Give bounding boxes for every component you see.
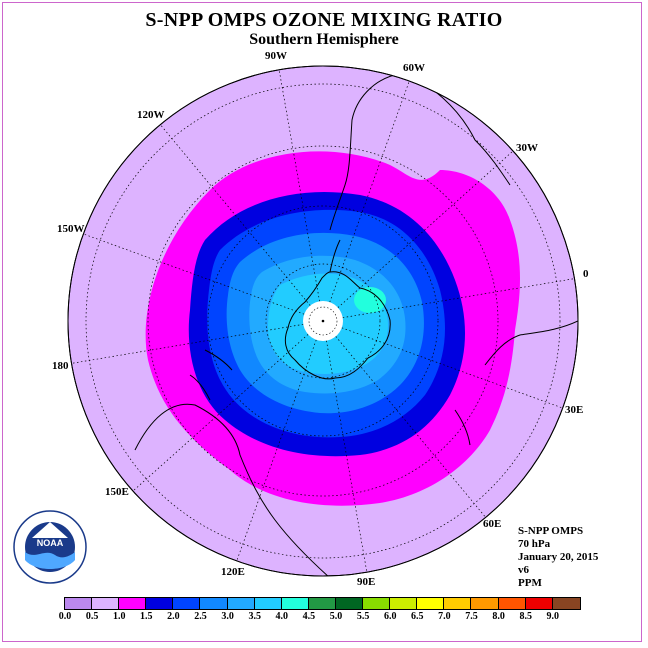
lon-label-180: 180 — [52, 360, 69, 372]
pole-marker — [321, 319, 325, 323]
legend-swatch — [119, 598, 147, 609]
info-version: v6 — [518, 564, 529, 576]
legend-tick-label: 1.0 — [112, 611, 126, 622]
legend-swatch — [281, 598, 309, 609]
lon-label-30e: 30E — [565, 404, 584, 416]
color-legend-bar — [64, 597, 581, 610]
lon-label-60w: 60W — [403, 62, 425, 74]
antarctica-coastline — [284, 271, 391, 380]
lon-label-90e: 90E — [357, 576, 376, 588]
lon-label-120w: 120W — [137, 109, 165, 121]
info-units: PPM — [518, 577, 542, 589]
lon-label-0: 0 — [583, 268, 589, 280]
madagascar-coastline — [454, 409, 471, 446]
contour-band-4.0 — [354, 287, 386, 313]
lon-label-30w: 30W — [516, 142, 538, 154]
legend-swatch — [363, 598, 391, 609]
legend-swatch — [173, 598, 201, 609]
legend-tick-label: 8.0 — [492, 611, 505, 622]
legend-swatch — [308, 598, 336, 609]
legend-tick-label: 7.5 — [465, 611, 478, 622]
antarctic-peninsula — [329, 239, 341, 273]
legend-tick-label: 2.0 — [167, 611, 180, 622]
legend-swatch — [471, 598, 499, 609]
legend-tick-label: 1.5 — [140, 611, 153, 622]
noaa-logo: NOAA — [13, 510, 87, 584]
legend-swatch — [200, 598, 228, 609]
page-subtitle: Southern Hemisphere — [249, 31, 399, 48]
legend-swatch — [525, 598, 553, 609]
legend-tick-label: 2.5 — [194, 611, 207, 622]
info-date: January 20, 2015 — [518, 551, 599, 563]
legend-tick-label: 9.0 — [546, 611, 560, 622]
legend-swatch — [146, 598, 174, 609]
legend-swatch — [552, 598, 580, 609]
legend-tick-label: 0.0 — [58, 611, 72, 622]
legend-tick-label: 6.0 — [383, 611, 397, 622]
figure-frame — [2, 2, 642, 642]
legend-swatch — [92, 598, 120, 609]
legend-swatch — [254, 598, 282, 609]
lon-label-150w: 150W — [57, 223, 85, 235]
legend-tick-label: 6.5 — [411, 611, 424, 622]
south-america-coastline — [329, 73, 511, 231]
australia-coastline — [134, 403, 331, 576]
legend-tick-label: 4.5 — [302, 611, 316, 622]
pole-grid-circle — [308, 306, 338, 336]
africa-coastline — [484, 319, 578, 366]
lon-label-150e: 150E — [105, 486, 129, 498]
page-title: S-NPP OMPS OZONE MIXING RATIO — [145, 9, 503, 31]
lon-label-60e: 60E — [483, 518, 502, 530]
legend-swatch — [390, 598, 418, 609]
legend-tick-label: 8.5 — [519, 611, 532, 622]
new-zealand-coastline — [189, 349, 233, 401]
legend-swatch — [227, 598, 255, 609]
info-instrument: S-NPP OMPS — [518, 525, 584, 537]
map-border — [67, 65, 579, 577]
legend-tick-label: 0.5 — [85, 611, 99, 622]
legend-swatch — [444, 598, 472, 609]
legend-tick-label: 3.0 — [221, 611, 234, 622]
info-level: 70 hPa — [518, 538, 551, 550]
legend-swatch — [335, 598, 364, 609]
legend-swatch — [65, 598, 93, 609]
lon-label-120e: 120E — [221, 566, 245, 578]
color-legend-ticks: 0.0 0.5 1.0 1.5 2.0 2.5 3.0 3.5 4.0 4.5 5.0 5.5 6.0 6… — [59, 611, 584, 625]
legend-tick-label: 4.0 — [275, 611, 289, 622]
legend-tick-label: 5.0 — [329, 611, 343, 622]
legend-swatch — [498, 598, 526, 609]
lon-label-90w: 90W — [265, 50, 287, 62]
noaa-logo-text: NOAA — [37, 538, 64, 548]
legend-tick-label: 7.0 — [438, 611, 451, 622]
info-block: S-NPP OMPS 70 hPa January 20, 2015 v6 PP… — [518, 525, 598, 590]
legend-tick-label: 3.5 — [248, 611, 261, 622]
meridian-grid — [68, 68, 578, 574]
legend-tick-label: 5.5 — [356, 611, 370, 622]
legend-swatch — [417, 598, 445, 609]
